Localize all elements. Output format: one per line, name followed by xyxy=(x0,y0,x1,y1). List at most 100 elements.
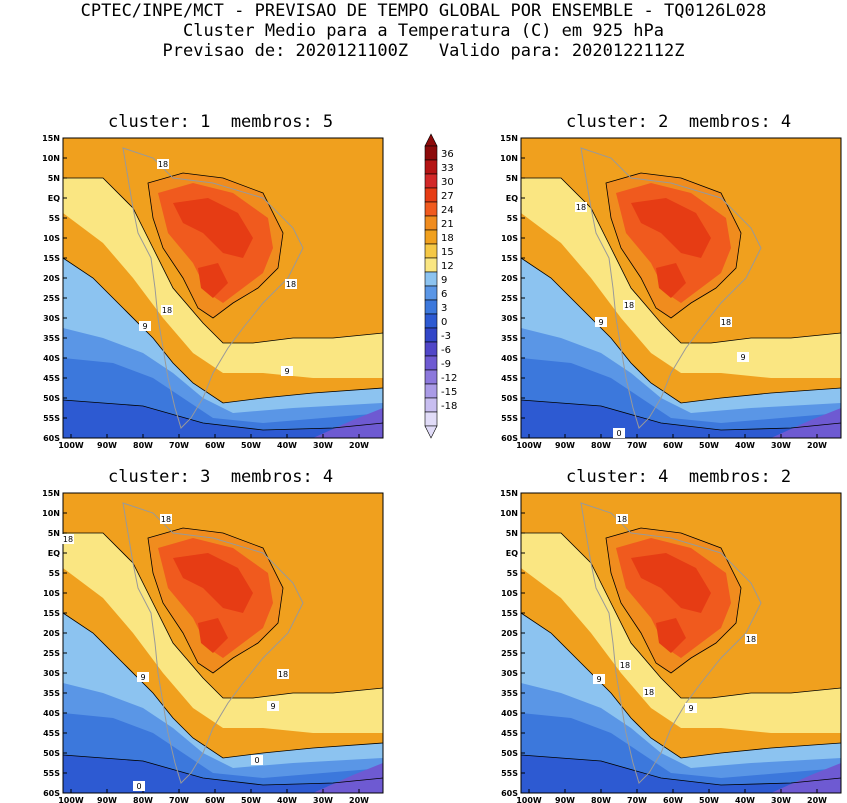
lat-tick-label: 35S xyxy=(501,689,518,698)
lat-tick-label: 10N xyxy=(42,154,60,163)
contour-label-bg xyxy=(137,672,149,682)
lon-tick-label: 100W xyxy=(516,441,542,450)
lon-tick-label: 100W xyxy=(516,796,542,803)
lat-tick-label: 20S xyxy=(43,629,60,638)
colorbar-swatch xyxy=(424,271,438,287)
lat-tick-label: 35S xyxy=(43,689,60,698)
map-panel-2: 15N 10N 5N EQ 5S 10S 15S 20S 25S 30S 35S 40S 45S 50S 5… xyxy=(500,134,842,450)
lon-tick-label: 70W xyxy=(627,441,647,450)
lon-tick-label: 100W xyxy=(58,441,84,450)
colorbar-swatch xyxy=(424,215,438,231)
contour-label: 18 xyxy=(644,688,654,697)
contour-label: 9 xyxy=(140,673,145,682)
lat-tick-label: 40S xyxy=(43,354,60,363)
lon-tick-label: 100W xyxy=(58,796,84,803)
contour-label-bg xyxy=(285,279,297,289)
colorbar-label: 36 xyxy=(441,149,454,160)
lon-tick-label: 80W xyxy=(133,441,153,450)
lon-tick-label: 40W xyxy=(277,441,297,450)
colorbar-label: -3 xyxy=(441,331,451,342)
contour-label: 0 xyxy=(616,429,621,438)
lat-tick-label: 25S xyxy=(501,649,518,658)
lat-tick-label: 10S xyxy=(43,234,60,243)
contour-label: 18 xyxy=(162,306,172,315)
lat-tick-label: 30S xyxy=(43,669,60,678)
contour-label-bg xyxy=(745,634,757,644)
map-panel-3: 15N 10N 5N EQ 5S 10S 15S 20S 25S 30S 35S 40S 45S 50S 5… xyxy=(42,489,384,803)
lon-tick-label: 90W xyxy=(97,441,117,450)
contour-label: 9 xyxy=(598,318,603,327)
lon-tick-label: 90W xyxy=(97,796,117,803)
lat-tick-label: EQ xyxy=(48,549,60,558)
lon-tick-label: 30W xyxy=(771,441,791,450)
lon-tick-label: 30W xyxy=(313,441,333,450)
lat-tick-label: 30S xyxy=(43,314,60,323)
lat-tick-label: 35S xyxy=(501,334,518,343)
contour-label: 9 xyxy=(270,702,275,711)
colorbar-label: 0 xyxy=(441,317,447,328)
lon-tick-label: 60W xyxy=(205,796,225,803)
colorbar-swatch xyxy=(424,243,438,259)
contour-label-bg xyxy=(281,366,293,376)
contour-label-bg xyxy=(160,514,172,524)
contour-label: 18 xyxy=(278,670,288,679)
lat-tick-label: 5S xyxy=(507,214,519,223)
contour-label-bg xyxy=(62,534,74,544)
contour-label: 9 xyxy=(596,675,601,684)
contour-label-bg xyxy=(277,669,289,679)
panel-frame xyxy=(520,137,842,439)
lat-tick-label: 40S xyxy=(501,354,518,363)
panel-frame xyxy=(520,492,842,794)
colorbar-label: -9 xyxy=(441,359,451,370)
colorbar-label: 21 xyxy=(441,219,454,230)
colorbar-label: 15 xyxy=(441,247,454,258)
lon-tick-label: 40W xyxy=(735,796,755,803)
colorbar-swatch xyxy=(424,145,438,161)
contour-label: 18 xyxy=(63,535,73,544)
lon-tick-label: 20W xyxy=(807,796,827,803)
temperature-field xyxy=(521,138,841,438)
panel-4-title: cluster: 4 membros: 2 xyxy=(566,467,792,487)
lat-tick-label: 10N xyxy=(42,509,60,518)
lon-tick-label: 80W xyxy=(591,441,611,450)
header-title: CPTEC/INPE/MCT - PREVISAO DE TEMPO GLOBA… xyxy=(80,1,767,21)
colorbar-swatch xyxy=(424,355,438,371)
contour-label-bg xyxy=(595,317,607,327)
colorbar-label: 33 xyxy=(441,163,454,174)
lat-tick-label: 10S xyxy=(501,589,518,598)
lat-tick-label: 15S xyxy=(43,609,60,618)
contour-label-bg xyxy=(157,159,169,169)
lon-tick-label: 20W xyxy=(349,441,369,450)
colorbar-swatch xyxy=(424,229,438,245)
lat-tick-label: 15N xyxy=(500,489,518,498)
lat-tick-label: 50S xyxy=(43,394,60,403)
contour-label: 9 xyxy=(688,704,693,713)
colorbar-swatch xyxy=(424,299,438,315)
lat-tick-label: 10N xyxy=(500,154,518,163)
contour-label: 0 xyxy=(136,782,141,791)
lon-tick-label: 30W xyxy=(313,796,333,803)
lon-tick-label: 70W xyxy=(627,796,647,803)
colorbar-label: 30 xyxy=(441,177,454,188)
lat-tick-label: 25S xyxy=(501,294,518,303)
colorbar-swatch xyxy=(424,173,438,189)
colorbar-swatch xyxy=(424,341,438,357)
contour-label-bg xyxy=(720,317,732,327)
lat-tick-label: 45S xyxy=(43,729,60,738)
contour-label-bg xyxy=(161,305,173,315)
colorbar-swatch xyxy=(424,397,438,413)
contour-label-bg xyxy=(251,755,263,765)
lat-tick-label: 60S xyxy=(501,789,518,798)
colorbar-bottom-arrow xyxy=(424,425,438,439)
colorbar-label: -6 xyxy=(441,345,451,356)
colorbar-top-arrow xyxy=(424,133,438,147)
lon-tick-label: 50W xyxy=(699,796,719,803)
colorbar-swatch xyxy=(424,383,438,399)
contour-label-bg xyxy=(139,321,151,331)
contour-label-bg xyxy=(623,300,635,310)
panel-2-title: cluster: 2 membros: 4 xyxy=(566,112,792,132)
contour-label: 18 xyxy=(746,635,756,644)
lat-tick-label: 45S xyxy=(501,374,518,383)
contour-label: 9 xyxy=(284,367,289,376)
colorbar-swatch xyxy=(424,313,438,329)
